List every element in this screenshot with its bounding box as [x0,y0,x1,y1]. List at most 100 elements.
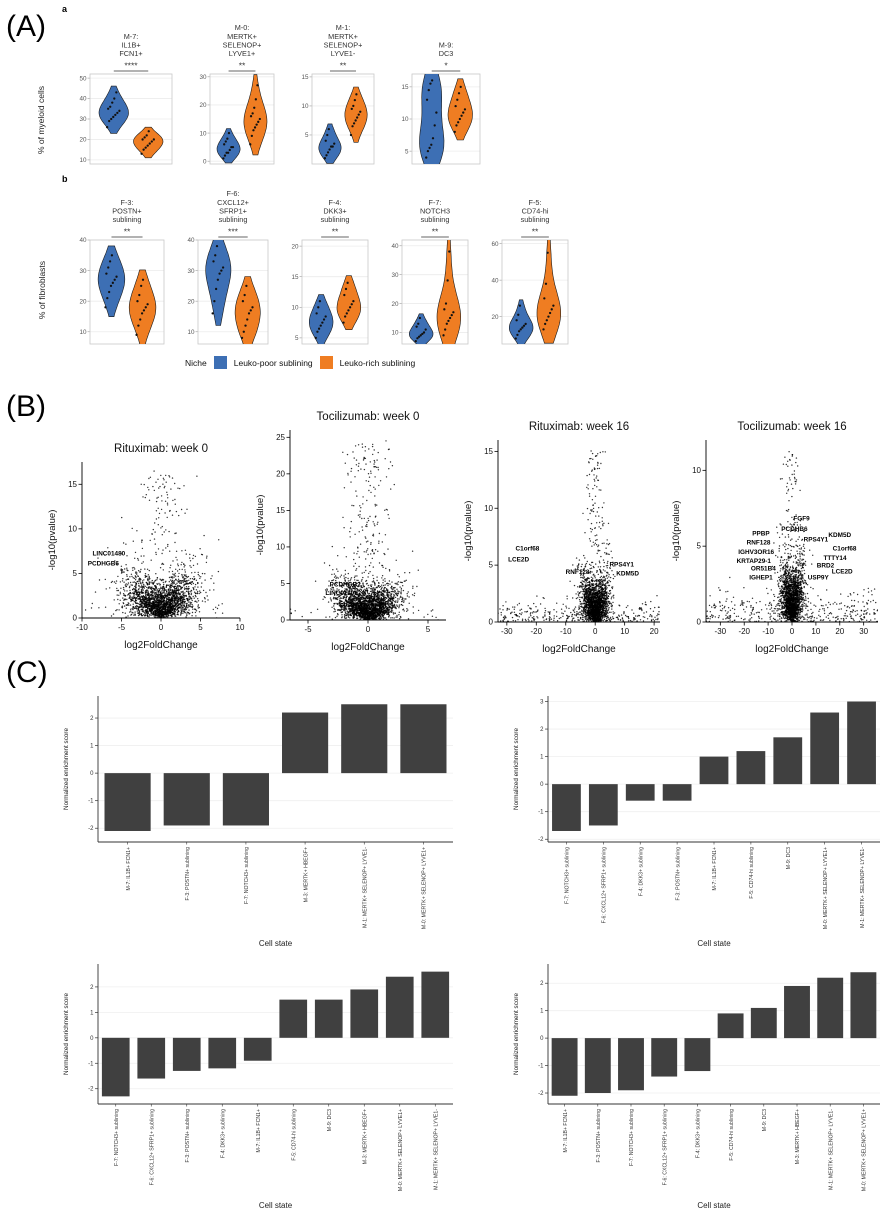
svg-text:PCDHGB6: PCDHGB6 [88,560,120,567]
legend-title: Niche [185,357,207,368]
chart-svg: Tocilizumab: week 16-30 -20 -10 0 10 20 300510… [671,421,878,655]
svg-text:sublining: sublining [113,215,142,224]
svg-text:15: 15 [291,274,299,281]
svg-text:SFRP1+: SFRP1+ [219,206,247,215]
svg-text:Tocilizumab: week 0: Tocilizumab: week 0 [317,411,420,423]
svg-text:5: 5 [295,335,299,342]
svg-text:40: 40 [79,96,87,103]
svg-text:20: 20 [199,102,207,109]
svg-text:10: 10 [68,524,77,533]
svg-text:15: 15 [276,506,285,515]
svg-text:20: 20 [79,137,87,144]
svg-text:20: 20 [291,243,299,250]
svg-text:40: 40 [391,243,399,250]
panel-label-a: (A) [6,10,46,43]
svg-text:40: 40 [187,237,195,244]
svg-text:10: 10 [79,329,87,336]
chart-svg: M-7:IL1B+FCN1+ 10 20 30 40 50 **** [79,32,173,165]
leuko-poor-label: Leuko-poor sublining [233,357,313,368]
svg-text:M-7:: M-7: [124,32,139,41]
svg-text:DKK3+: DKK3+ [323,206,346,215]
svg-text:MERTK+: MERTK+ [227,32,257,41]
violin-f6-cxcl12-sfrp1: F-6: CXCL12+ SFRP1+ sublining 10 20 30 40 *** [172,182,272,352]
chart-svg: Rituximab: week 16-30 -20 -10 0 10 20051015lo… [463,421,660,655]
volcano-tocilizumab-week16: Tocilizumab: week 16 -30 -20 -10 0 10 20 30 0 5 10… [668,416,886,656]
svg-text:log2FoldChange: log2FoldChange [124,640,198,651]
svg-text:-log10(pvalue): -log10(pvalue) [47,510,58,571]
svg-text:15: 15 [68,480,77,489]
svg-text:5: 5 [198,623,203,632]
svg-text:M-9:: M-9: [439,40,454,49]
svg-text:**: ** [340,61,347,71]
chart-svg: Rituximab: week 0 -10 -5 0 5 10 0 5 10 15 log2Fold… [47,443,245,651]
svg-text:10: 10 [236,623,245,632]
svg-text:0: 0 [281,616,286,625]
bar-enrichment-bottom-right: -2 -1 0 1 2 M-7: IL1B+ FCN1+ F-3: POSTN+ subli… [508,956,890,1212]
chart-svg: F-6:CXCL12+SFRP1+sublining 10 20 30 40 *** [187,189,269,345]
svg-text:30: 30 [199,74,207,81]
svg-text:**: ** [332,227,339,237]
svg-text:30: 30 [391,272,399,279]
bar-enrichment-top-right: -2 -1 0 1 2 3 F-7: NOTCH3+ sublining F-6: CXCL1… [508,688,890,950]
svg-text:50: 50 [79,75,87,82]
violin-m7-il1b-fcn1: M-7: IL1B+ FCN1+ 10 20 30 40 50 **** [64,16,176,172]
svg-text:0: 0 [203,158,207,165]
svg-text:30: 30 [187,268,195,275]
svg-text:DC3: DC3 [439,49,454,58]
svg-text:*: * [444,61,448,71]
svg-text:SELENOP+: SELENOP+ [223,40,262,49]
svg-text:sublining: sublining [219,215,248,224]
chart-svg: M-0:MERTK+SELENOP+LYVE1+ 0 10 20 30 ** [199,23,275,165]
leuko-poor-swatch [213,356,227,369]
bar-enrichment-top-left: -2 -1 0 1 2 M-7: IL1B+ FCN1+ F-3: POSTN+ subli… [58,688,463,950]
violin-f4-dkk3: F-4: DKK3+ sublining 5 10 15 20 ** [276,182,372,352]
myeloid-axis-label: % of myeloid cells [36,85,47,155]
svg-text:POSTN+: POSTN+ [112,206,141,215]
svg-text:20: 20 [276,469,285,478]
svg-text:40: 40 [491,277,499,284]
svg-text:5: 5 [73,569,78,578]
svg-text:-5: -5 [118,623,126,632]
svg-text:IL1B+: IL1B+ [121,40,140,49]
svg-text:LINC01480: LINC01480 [93,551,126,558]
svg-text:15: 15 [401,84,409,91]
violin-f7-notch3: F-7: NOTCH3 sublining 10 20 30 40 ** [376,182,472,352]
svg-text:30: 30 [79,268,87,275]
svg-text:**: ** [124,227,131,237]
svg-text:M-1:: M-1: [336,23,351,32]
svg-text:SELENOP+: SELENOP+ [324,40,363,49]
svg-text:***: *** [228,227,239,237]
svg-text:15: 15 [301,74,309,81]
niche-legend: Niche Leuko-poor sublining Leuko-rich su… [185,356,415,369]
svg-text:20: 20 [391,301,399,308]
volcano-tocilizumab-week0: Tocilizumab: week 0 -5 0 5 0 5 10 15 20 25 log2Fol… [252,406,454,654]
svg-text:10: 10 [199,130,207,137]
svg-text:sublining: sublining [521,215,550,224]
svg-text:25: 25 [276,433,285,442]
svg-text:CXCL12+: CXCL12+ [217,198,249,207]
svg-text:40: 40 [79,237,87,244]
svg-text:10: 10 [291,304,299,311]
svg-text:30: 30 [79,116,87,123]
svg-text:F-7:: F-7: [429,198,442,207]
volcano-rituximab-week0: Rituximab: week 0 -10 -5 0 5 10 0 5 10 15 log2Fold… [44,438,248,652]
svg-text:F-4:: F-4: [329,198,342,207]
svg-text:0: 0 [73,614,78,623]
leuko-rich-swatch [319,356,333,369]
svg-text:MERTK+: MERTK+ [328,32,358,41]
svg-text:0: 0 [366,625,371,634]
svg-text:10: 10 [401,116,409,123]
svg-text:****: **** [124,61,138,71]
svg-text:5: 5 [281,579,286,588]
svg-text:sublining: sublining [421,215,450,224]
svg-text:**: ** [239,61,246,71]
svg-text:NOTCH3: NOTCH3 [420,206,450,215]
svg-text:-log10(pvalue): -log10(pvalue) [255,495,266,556]
svg-text:LYVE1-: LYVE1- [331,49,356,58]
svg-text:log2FoldChange: log2FoldChange [331,642,405,653]
